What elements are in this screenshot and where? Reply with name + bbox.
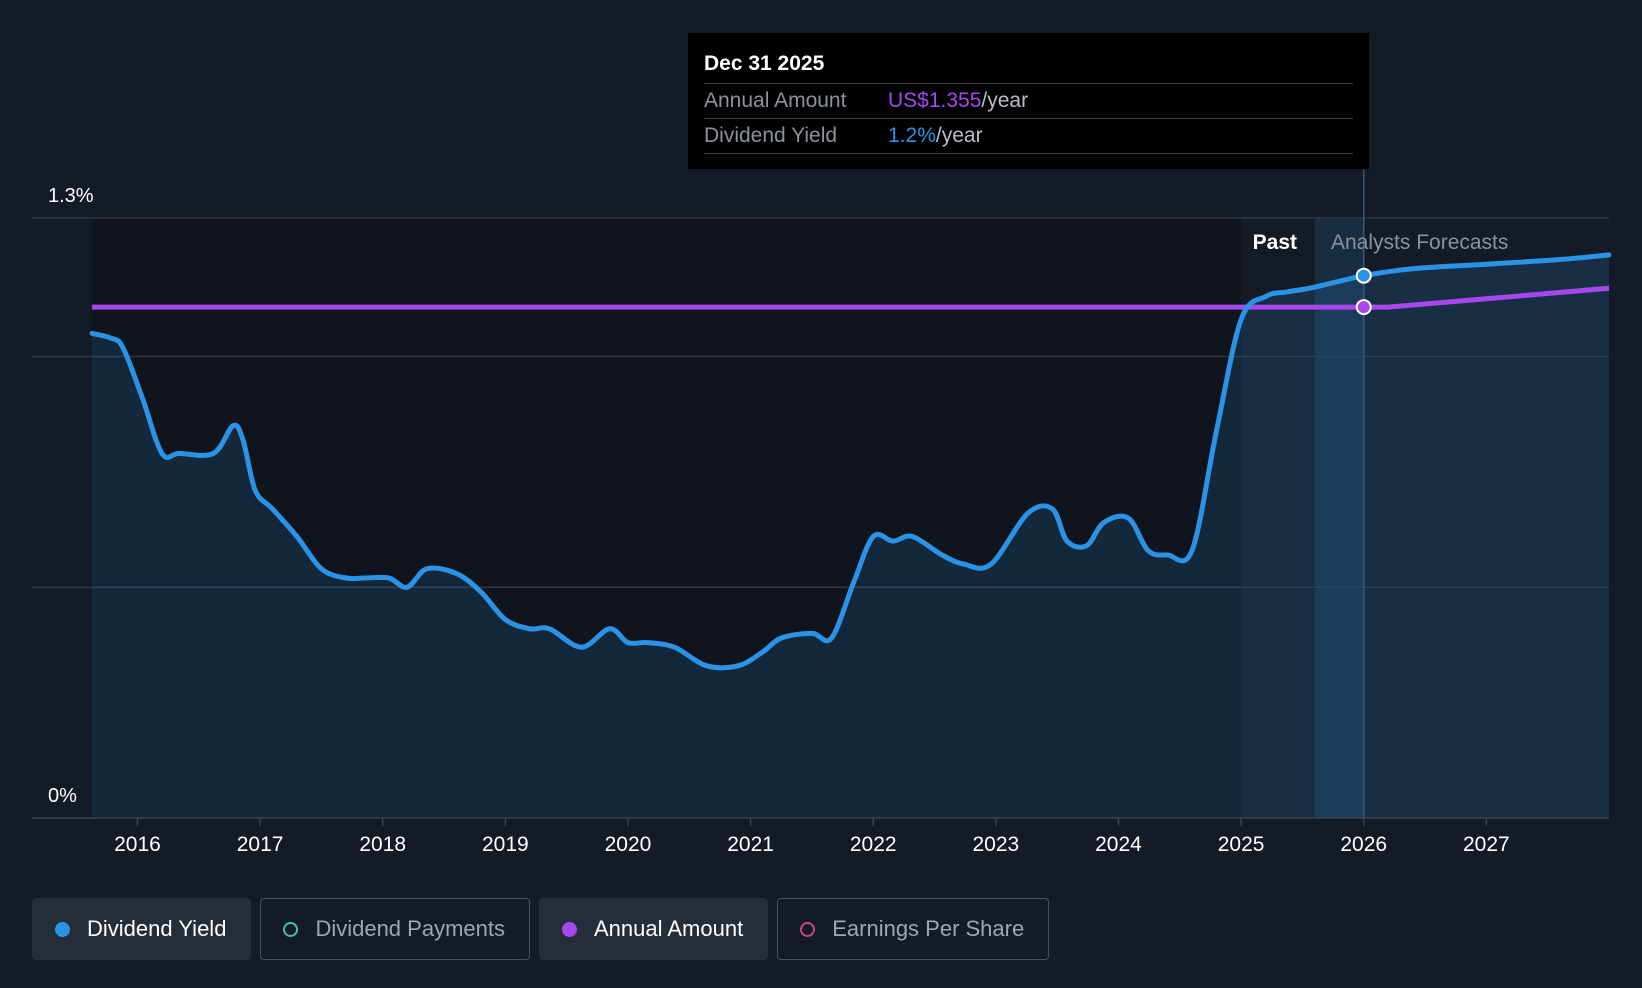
dividend-payments-ring-icon [283, 921, 299, 937]
tooltip-annual-amount-row: Annual Amount US$1.355 /year [704, 84, 1353, 119]
y-labels: 1.3% 0% [48, 185, 94, 807]
earnings-per-share-ring-icon [800, 921, 816, 937]
analysts-forecasts-label: Analysts Forecasts [1331, 231, 1508, 254]
tooltip-annual-amount-unit: /year [981, 89, 1029, 112]
x-tick-label-2018: 2018 [359, 833, 406, 856]
tooltip-dividend-yield-value: 1.2% [888, 124, 936, 147]
legend-earnings-per-share-label: Earnings Per Share [832, 916, 1025, 941]
legend-annual-amount-label: Annual Amount [593, 916, 744, 941]
x-ticks: 2016 2017 2018 2019 2020 2021 2022 2023 2024 2025… [114, 818, 1510, 856]
x-tick-label-2027: 2027 [1463, 833, 1510, 856]
legend-dividend-yield[interactable]: Dividend Yield [32, 898, 252, 960]
cursor-point-0 [1355, 267, 1372, 284]
x-tick-label-2021: 2021 [727, 833, 774, 856]
x-tick-label-2017: 2017 [237, 833, 284, 856]
gridlines [32, 217, 1609, 588]
x-tick-label-2022: 2022 [850, 833, 897, 856]
x-tick-label-2020: 2020 [605, 833, 652, 856]
x-tick-label-2025: 2025 [1218, 833, 1265, 856]
legend-earnings-per-share[interactable]: Earnings Per Share [777, 898, 1050, 960]
x-tick-label-2026: 2026 [1340, 833, 1387, 856]
x-tick-label-2016: 2016 [114, 833, 161, 856]
tooltip-dividend-yield-label: Dividend Yield [704, 124, 838, 147]
tooltip-annual-amount-label: Annual Amount [704, 89, 847, 112]
legend-dividend-payments[interactable]: Dividend Payments [260, 898, 530, 960]
legend-annual-amount[interactable]: Annual Amount [538, 898, 769, 960]
dividend-yield-dot-icon [55, 921, 70, 937]
tooltip-date: Dec 31 2025 [704, 49, 1353, 84]
tooltip: Dec 31 2025 Annual Amount US$1.355 /year… [688, 33, 1369, 169]
past-label: Past [1253, 231, 1297, 254]
cursor-points [1355, 267, 1372, 316]
x-tick-label-2019: 2019 [482, 833, 529, 856]
legend-dividend-payments-label: Dividend Payments [315, 916, 505, 941]
dividend-yield-line [89, 252, 1612, 671]
annual-amount-dot-icon [561, 921, 577, 937]
annual-amount-line [92, 285, 1610, 310]
x-tick-label-2024: 2024 [1095, 833, 1142, 856]
x-tick-label-2023: 2023 [972, 833, 1019, 856]
tooltip-dividend-yield-unit: /year [935, 124, 983, 147]
legend-dividend-yield-label: Dividend Yield [87, 916, 227, 941]
forecast-highlight-band [1314, 218, 1364, 818]
dividend-yield-area [92, 254, 1610, 818]
y-tick-label-1: 0% [48, 785, 77, 807]
tooltip-annual-amount-value: US$1.355 [888, 89, 982, 112]
y-tick-label-0: 1.3% [48, 185, 94, 207]
legend: Dividend Yield Dividend Payments Annual … [32, 898, 1058, 960]
tooltip-dividend-yield-row: Dividend Yield 1.2% /year [704, 119, 1353, 154]
cursor-point-1 [1355, 299, 1372, 316]
